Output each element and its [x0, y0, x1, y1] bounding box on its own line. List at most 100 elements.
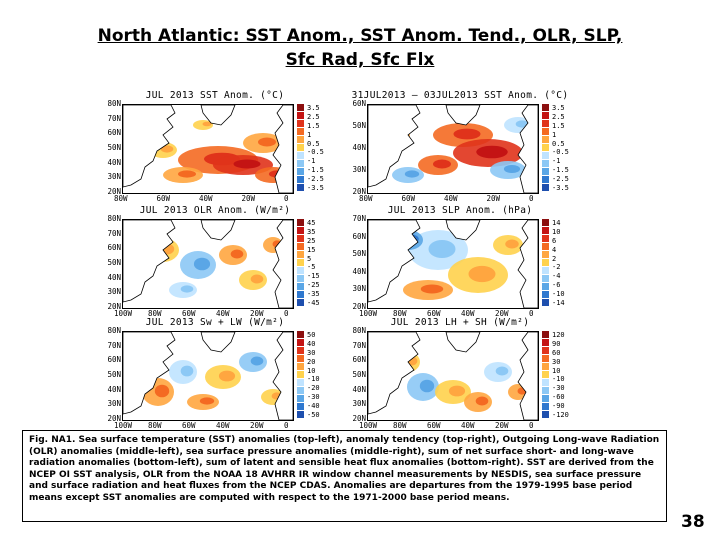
colorbar-tick-label: 2.5 — [552, 113, 565, 122]
colorbar-tick-label: 30 — [307, 349, 316, 357]
colorbar-swatch — [297, 152, 304, 160]
colorbar-swatch — [297, 112, 304, 120]
europe-africa-landmass — [272, 220, 293, 308]
anomaly-core — [230, 249, 244, 259]
latitude-tick-label: 40N — [352, 266, 366, 276]
longitude-tick-label: 60W — [427, 309, 441, 318]
latitude-tick-label: 70N — [107, 340, 121, 350]
latitude-tick-label: 20N — [107, 187, 121, 196]
north-america-landmass — [123, 220, 176, 303]
colorbar-tick-label: -15 — [307, 272, 320, 281]
longitude-tick-label: 40W — [461, 421, 475, 430]
longitude-tick-label: 40W — [216, 421, 230, 430]
latitude-tick-label: 20N — [352, 302, 366, 311]
colorbar-swatch — [542, 379, 549, 387]
longitude-tick-label: 80W — [148, 421, 162, 430]
longitude-tick-label: 80W — [393, 421, 407, 430]
anomaly-core — [420, 284, 444, 294]
colorbar-tick-label: -0.5 — [552, 148, 569, 157]
colorbar-tick-label: 40 — [307, 340, 316, 349]
north-america-landmass — [368, 105, 421, 188]
colorbar-tick-label: -0.5 — [307, 148, 324, 157]
colorbar-swatch — [542, 120, 549, 128]
latitude-tick-label: 70N — [352, 340, 366, 350]
colorbar-swatch — [542, 411, 549, 419]
latitude-tick-label: 30N — [352, 399, 366, 409]
colorbar — [542, 219, 549, 307]
colorbar-tick-label: -50 — [307, 410, 320, 419]
latitude-tick-label: 50N — [352, 121, 366, 130]
europe-africa-landmass — [517, 332, 538, 420]
longitude-tick-label: 20W — [250, 309, 264, 318]
colorbar-tick-label: 5 — [307, 254, 312, 263]
colorbar-swatch — [542, 219, 549, 227]
anomaly-core — [154, 384, 170, 398]
latitude-tick-label: 50N — [352, 370, 366, 379]
colorbar — [297, 331, 304, 419]
colorbar-swatch — [297, 144, 304, 152]
longitude-tick-label: 80W — [359, 194, 373, 203]
colorbar-swatch — [542, 363, 549, 371]
colorbar-swatch — [542, 227, 549, 235]
colorbar-tick-label: 0.5 — [307, 139, 320, 148]
figure-caption: Fig. NA1. Sea surface temperature (SST) … — [22, 430, 667, 522]
longitude-tick-label: 100W — [359, 421, 378, 430]
colorbar-tick-label: -3.5 — [307, 183, 324, 192]
anomaly-core — [476, 145, 508, 159]
colorbar-tick-label: 50 — [307, 331, 316, 340]
longitude-tick-label: 100W — [114, 309, 133, 318]
colorbar-swatch — [297, 267, 304, 275]
greenland-landmass — [445, 105, 481, 126]
colorbar-swatch — [542, 251, 549, 259]
longitude-tick-label: 20W — [495, 309, 509, 318]
slide-title-line-1: North Atlantic: SST Anom., SST Anom. Ten… — [97, 26, 623, 46]
longitude-tick-label: 40W — [461, 309, 475, 318]
greenland-landmass — [200, 105, 236, 126]
map-panel: JUL 2013 OLR Anom. (W/m²) 80N 70N 60N 50N 40N… — [100, 205, 330, 321]
longitude-tick-label: 0 — [284, 194, 289, 203]
colorbar-tick-label: -3.5 — [552, 183, 569, 192]
colorbar — [297, 219, 304, 307]
colorbar-swatch — [297, 379, 304, 387]
latitude-tick-label: 30N — [352, 284, 366, 294]
longitude-tick-label: 60W — [182, 309, 196, 318]
latitude-tick-label: 70N — [107, 228, 121, 238]
latitude-tick-label: 30N — [107, 287, 121, 297]
anomaly-core — [515, 120, 529, 128]
colorbar-tick-label: 2 — [552, 254, 557, 263]
colorbar-swatch — [542, 243, 549, 251]
anomaly-map — [367, 104, 539, 194]
anomaly-core — [202, 121, 212, 127]
anomaly-map — [122, 104, 294, 194]
latitude-tick-label: 50N — [107, 258, 121, 267]
colorbar-swatch — [297, 387, 304, 395]
colorbar-tick-label: 2.5 — [307, 113, 320, 122]
longitude-tick-label: 0 — [529, 309, 534, 318]
longitude-tick-label: 40W — [199, 194, 213, 203]
colorbar-tick-label: -20 — [307, 384, 320, 393]
colorbar-tick-label: 4 — [552, 245, 557, 254]
colorbar-swatch — [297, 104, 304, 112]
colorbar-swatch — [297, 160, 304, 168]
latitude-tick-label: 50N — [107, 370, 121, 379]
colorbar-swatch — [297, 168, 304, 176]
europe-africa-landmass — [517, 220, 538, 308]
greenland-landmass — [445, 332, 481, 353]
north-america-landmass — [123, 105, 176, 188]
colorbar-swatch — [297, 403, 304, 411]
anomaly-core — [160, 145, 174, 153]
anomaly-core — [475, 396, 489, 406]
latitude-tick-label: 80N — [107, 214, 121, 223]
anomaly-core — [505, 239, 519, 249]
slide-title-line-2: Sfc Rad, Sfc Flx — [285, 50, 435, 70]
longitude-tick-label: 100W — [114, 421, 133, 430]
greenland-landmass — [200, 220, 236, 241]
colorbar-swatch — [542, 259, 549, 267]
latitude-tick-label: 50N — [107, 143, 121, 152]
anomaly-core — [180, 365, 194, 377]
anomaly-map — [367, 331, 539, 421]
colorbar — [297, 104, 304, 192]
anomaly-core — [404, 170, 420, 178]
colorbar-swatch — [297, 128, 304, 136]
longitude-tick-label: 0 — [529, 194, 534, 203]
